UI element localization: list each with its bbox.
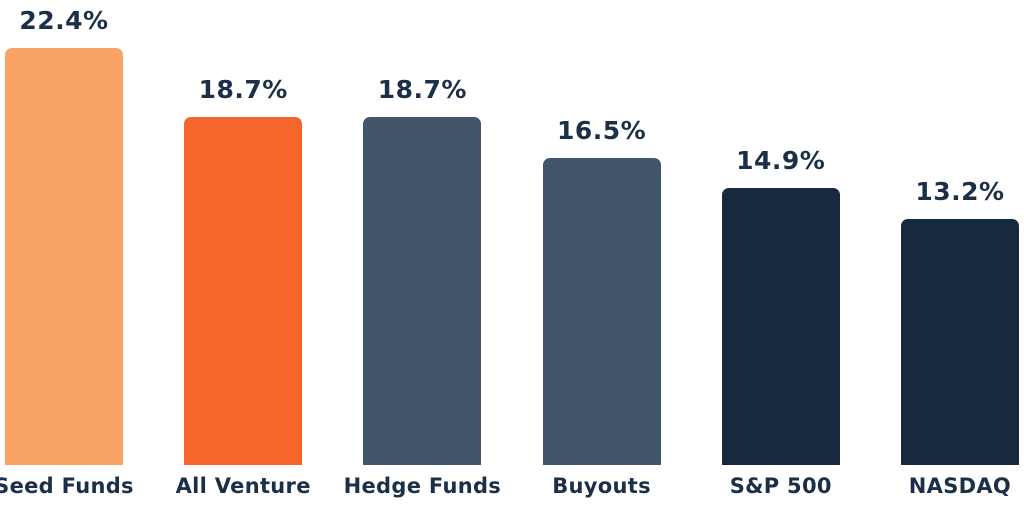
- bar: [721, 188, 840, 465]
- bar: [900, 219, 1019, 465]
- bar-group: 18.7% All Venture: [176, 0, 311, 506]
- bar-category-label: All Venture: [175, 473, 311, 498]
- bar: [363, 117, 482, 465]
- bar-value-label: 16.5%: [556, 116, 647, 145]
- bar-group: 18.7% Hedge Funds: [344, 0, 501, 506]
- bar-category-label: Buyouts: [552, 473, 651, 498]
- bar-group: 16.5% Buyouts: [542, 0, 661, 506]
- bar-category-label: S&P 500: [729, 473, 832, 498]
- bar: [184, 117, 303, 465]
- bar: [542, 158, 661, 465]
- bar: [5, 48, 123, 465]
- bar-category-label: NASDAQ: [908, 473, 1012, 498]
- bar-category-label: Hedge Funds: [343, 473, 502, 498]
- bar-value-label: 18.7%: [377, 75, 467, 104]
- bar-value-label: 22.4%: [19, 6, 109, 35]
- bar-group: 14.9% S&P 500: [721, 0, 840, 506]
- bar-value-label: 14.9%: [736, 146, 826, 175]
- bar-category-label: Seed Funds: [0, 473, 134, 498]
- bar-group: 22.4% Seed Funds: [0, 0, 134, 506]
- bar-group: 13.2% NASDAQ: [900, 0, 1019, 506]
- bar-value-label: 18.7%: [198, 75, 288, 104]
- bar-value-label: 13.2%: [915, 177, 1005, 206]
